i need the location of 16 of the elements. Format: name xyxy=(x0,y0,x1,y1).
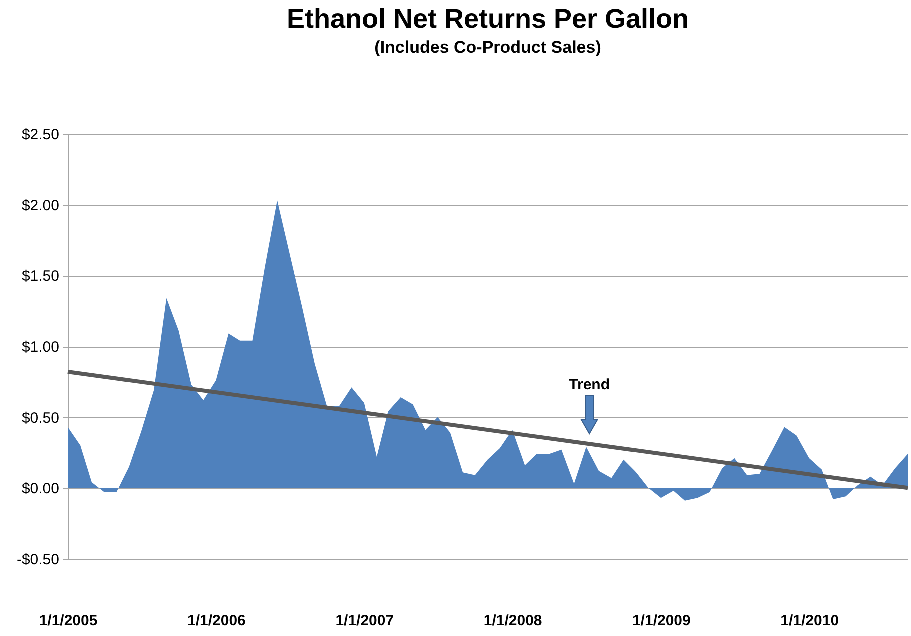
x-tick-label: 1/1/2006 xyxy=(187,612,246,630)
x-tick-label: 1/1/2008 xyxy=(484,612,542,630)
x-tick-label: 1/1/2007 xyxy=(336,612,394,630)
y-tick-label: -$0.50 xyxy=(16,552,60,568)
y-tick-label: $2.50 xyxy=(22,126,60,144)
x-tick-label: 1/1/2010 xyxy=(780,612,840,630)
y-tick-label: $1.50 xyxy=(22,268,60,286)
chart-title: Ethanol Net Returns Per Gallon xyxy=(286,4,690,34)
x-tick-label: 1/1/2009 xyxy=(632,612,691,630)
chart-subtitle: (Includes Co-Product Sales) xyxy=(374,38,602,57)
annotation: Trend xyxy=(569,376,610,394)
y-tick-label: $0.50 xyxy=(22,410,60,427)
y-tick-label: $1.00 xyxy=(22,339,60,356)
y-tick-label: $2.00 xyxy=(22,197,60,214)
y-tick-label: $0.00 xyxy=(22,480,60,498)
x-tick-label: 1/1/2005 xyxy=(39,612,98,630)
